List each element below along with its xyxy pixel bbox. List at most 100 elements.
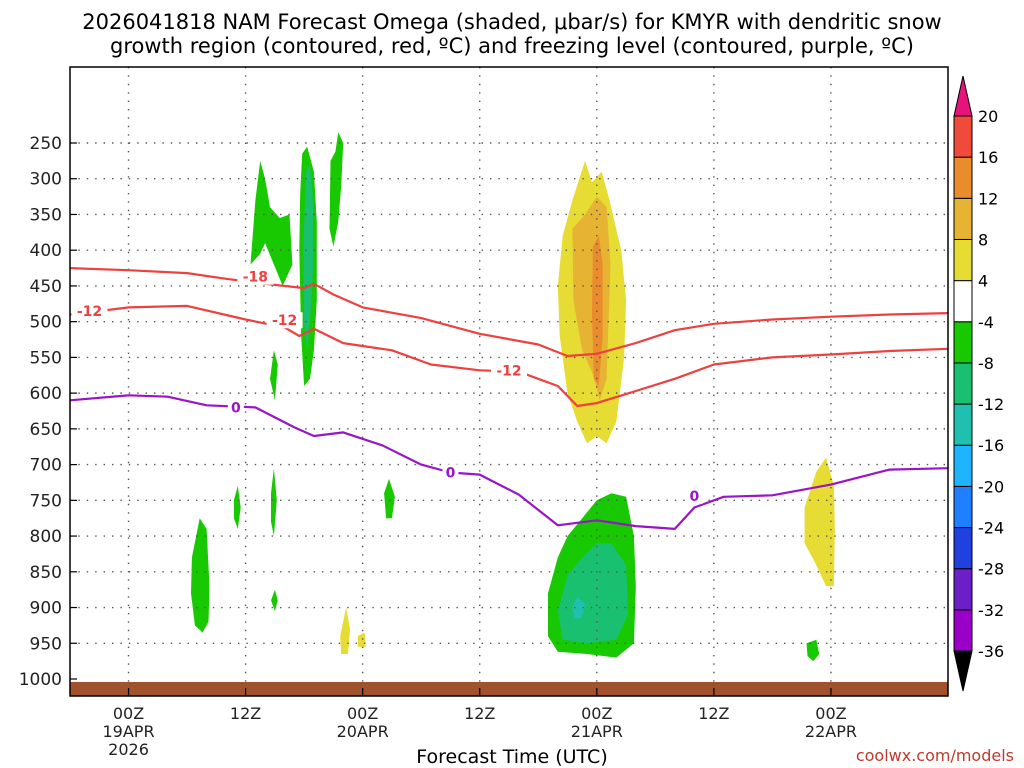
colorbar-cell-8 [953,321,973,364]
colorbar-label-7: -8 [978,354,994,373]
x-tick-label-12-0: 12Z [230,704,261,723]
ground-surface [70,682,948,696]
omega-region-12 [271,468,277,537]
contour-label-0-0: -18 [243,270,268,286]
omega-region-19 [806,639,820,662]
chart-title-line2: growth region (contoured, red, ºC) and f… [110,34,914,58]
contour-label-bg-1-2 [491,362,527,379]
y-tick-label-250: 250 [30,134,62,154]
y-tick-label-850: 850 [30,563,62,583]
contour-label-bg-2-2 [686,488,703,505]
x-tick-label-24-1: 20APR [337,722,389,741]
x-tick-label-72-0: 00Z [815,704,846,723]
y-tick-label-600: 600 [30,384,62,404]
contour-label-1-0: -12 [77,304,102,320]
contour-label-2-2: 0 [689,489,699,505]
colorbar-cell-11 [953,197,973,240]
colorbar-label-5: -16 [978,436,1004,455]
colorbar-label-0: -36 [978,642,1004,661]
colorbar-cell-2 [953,568,973,611]
omega-region-10 [191,518,210,633]
omega-region-14 [270,350,278,401]
x-tick-label-36-0: 12Z [464,704,495,723]
y-tick-label-450: 450 [30,277,62,297]
y-tick-label-350: 350 [30,205,62,225]
y-tick-label-900: 900 [30,599,62,619]
y-tick-label-300: 300 [30,170,62,190]
colorbar-label-3: -24 [978,519,1004,538]
contour-label-bg-2-0 [227,399,244,416]
colorbar-arrow-top [953,75,973,117]
contour-label-1-2: -12 [496,363,521,379]
colorbar-label-11: 12 [978,189,998,208]
x-tick-label-0-0: 00Z [113,704,144,723]
y-tick-label-950: 950 [30,634,62,654]
x-tick-label-60-0: 12Z [698,704,729,723]
credit-link[interactable]: coolwx.com/models [855,746,1014,765]
y-tick-label-800: 800 [30,527,62,547]
y-tick-label-750: 750 [30,491,62,511]
omega-region-0 [250,160,293,286]
colorbar-label-6: -12 [978,395,1004,414]
contour-label-1-1: -12 [272,313,297,329]
y-tick-label-500: 500 [30,313,62,333]
y-tick-label-650: 650 [30,420,62,440]
colorbar-arrow-bottom [953,650,973,692]
colorbar-label-2: -28 [978,560,1004,579]
contour-label-2-1: 0 [446,465,456,481]
y-axis: 250 300 350 400 450 500 550 600 650 700 750 800 850 9… [19,134,77,690]
colorbar-cell-10 [953,238,973,282]
colorbar-cell-7 [953,362,973,405]
omega-region-15 [384,478,395,519]
grid-layer [70,67,948,696]
y-tick-label-550: 550 [30,348,62,368]
y-tick-label-700: 700 [30,456,62,476]
colorbar-cell-6 [953,403,973,446]
contour-line-0 [69,267,949,358]
colorbar-label-13: 20 [978,107,998,126]
x-tick-label-0-2: 2026 [108,740,149,759]
contour-label-bg-0-0 [237,268,274,285]
omega-region-18 [804,457,835,587]
x-tick-label-24-0: 00Z [347,704,378,723]
x-tick-label-48-1: 21APR [571,722,623,741]
contour-label-bg-1-1 [266,312,303,329]
x-tick-label-48-0: 00Z [581,704,612,723]
colorbar-cell-3 [953,527,973,570]
contour-label-bg-2-1 [442,464,459,481]
colorbar-label-4: -20 [978,477,1004,496]
contour-label-bg-1-0 [71,302,108,319]
colorbar-label-10: 8 [978,230,988,249]
y-tick-label-400: 400 [30,241,62,261]
chart-title-line1: 2026041818 NAM Forecast Omega (shaded, μ… [82,10,942,34]
contour-line-1 [69,304,949,408]
contour-label-2-0: 0 [231,400,241,416]
omega-shading-layer [191,132,835,662]
plot-frame [69,66,949,697]
omega-region-13 [271,589,278,612]
y-tick-label-1000: 1000 [19,670,62,690]
colorbar: -36 -32 -28 -24 -20 -16 -12 -8 -4 4 8 12 16 20 [953,75,1004,692]
colorbar-cell-5 [953,444,973,487]
colorbar-cell-9 [953,280,973,323]
colorbar-label-8: -4 [978,313,994,332]
contour-layer: -18 -12 -12 -12 0 0 0 [69,267,949,530]
colorbar-label-12: 16 [978,148,998,167]
omega-region-3 [303,164,313,351]
colorbar-label-9: 4 [978,272,988,291]
omega-region-2 [329,132,344,247]
colorbar-cell-1 [953,609,973,652]
omega-region-9 [572,596,586,619]
colorbar-label-1: -32 [978,601,1004,620]
colorbar-cell-13 [953,115,973,158]
omega-region-16 [340,607,350,654]
colorbar-cell-12 [953,156,973,199]
x-tick-label-72-1: 22APR [805,722,857,741]
omega-region-17 [357,632,366,647]
omega-region-11 [233,486,241,529]
x-tick-label-0-1: 19APR [102,722,154,741]
colorbar-cell-4 [953,485,973,529]
x-axis-label: Forecast Time (UTC) [416,746,608,768]
